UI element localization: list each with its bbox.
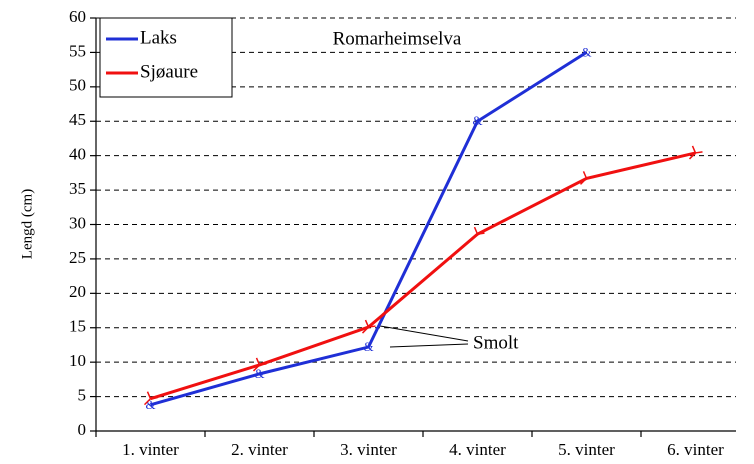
series-line	[150, 151, 696, 401]
x-tick-label: 2. vinter	[231, 440, 288, 459]
y-tick-label: 20	[69, 282, 86, 301]
x-tick-label: 6. vinter	[667, 440, 724, 459]
marker: &	[472, 113, 482, 128]
marker	[470, 226, 485, 241]
legend-label: Laks	[140, 27, 177, 48]
marker: &	[145, 397, 155, 412]
y-tick-label: 0	[78, 420, 87, 439]
y-tick-label: 30	[69, 213, 86, 232]
annotation-line	[389, 343, 469, 348]
x-tick-label: 3. vinter	[340, 440, 397, 459]
y-tick-label: 35	[69, 179, 86, 198]
chart-title: Romarheimselva	[333, 28, 462, 49]
series-line	[150, 51, 588, 407]
y-tick-label: 40	[69, 145, 86, 164]
marker	[252, 357, 267, 372]
x-tick-label: 1. vinter	[122, 440, 179, 459]
y-tick-label: 15	[69, 317, 86, 336]
x-tick-label: 5. vinter	[558, 440, 615, 459]
marker: &	[581, 44, 591, 59]
marker	[143, 391, 158, 406]
marker	[579, 171, 594, 185]
marker	[361, 319, 376, 334]
y-tick-label: 60	[69, 7, 86, 26]
y-tick-label: 10	[69, 351, 86, 370]
legend: Laks Sjøaure	[99, 17, 233, 98]
marker: &	[254, 366, 264, 381]
x-tick-label: 4. vinter	[449, 440, 506, 459]
annotation-line	[379, 325, 469, 342]
y-tick-label: 45	[69, 110, 86, 129]
y-tick-label: 5	[78, 385, 87, 404]
annotation: Smolt	[473, 332, 519, 353]
marker: &	[363, 339, 373, 354]
y-tick-label: 25	[69, 248, 86, 267]
legend-box	[99, 17, 233, 98]
marker	[688, 145, 703, 160]
y-tick-label: 55	[69, 41, 86, 60]
y-axis-label: Lengd (cm)	[19, 189, 35, 259]
legend-label: Sjøaure	[140, 61, 198, 82]
y-tick-label: 50	[69, 76, 86, 95]
